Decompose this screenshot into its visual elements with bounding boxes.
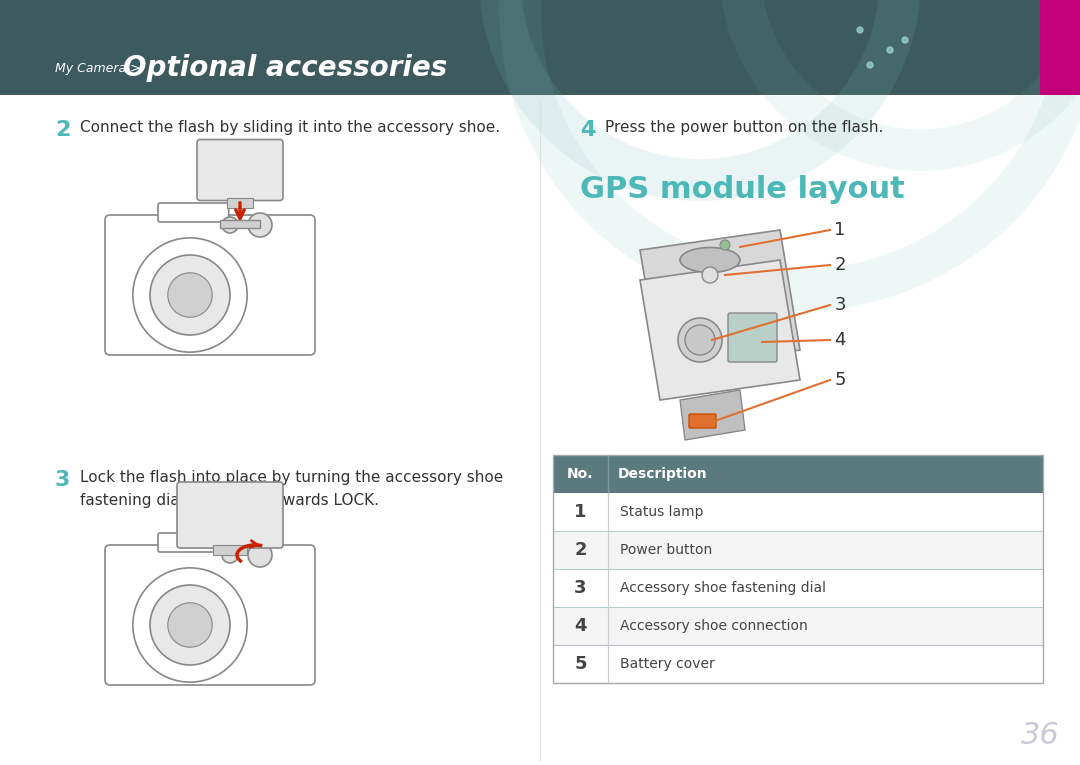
FancyBboxPatch shape — [689, 414, 716, 428]
FancyBboxPatch shape — [105, 215, 315, 355]
Text: 3: 3 — [55, 470, 70, 490]
Text: 36: 36 — [1021, 721, 1059, 750]
Text: 1: 1 — [835, 221, 846, 239]
Circle shape — [867, 62, 873, 68]
Text: 5: 5 — [575, 655, 586, 673]
Bar — [553, 645, 1043, 683]
Text: My Camera >: My Camera > — [55, 61, 145, 74]
Polygon shape — [640, 230, 800, 370]
Text: Accessory shoe connection: Accessory shoe connection — [620, 619, 808, 633]
Circle shape — [678, 318, 723, 362]
Text: 1: 1 — [575, 503, 586, 521]
Bar — [227, 197, 254, 207]
Text: 2: 2 — [575, 541, 586, 559]
Text: Lock the flash into place by turning the accessory shoe: Lock the flash into place by turning the… — [80, 470, 503, 485]
Text: 3: 3 — [575, 579, 586, 597]
FancyBboxPatch shape — [105, 545, 315, 685]
Bar — [553, 607, 1043, 645]
Text: Power button: Power button — [620, 543, 712, 557]
FancyBboxPatch shape — [158, 533, 229, 552]
FancyBboxPatch shape — [197, 139, 283, 200]
Bar — [553, 455, 1043, 683]
Circle shape — [150, 585, 230, 665]
Text: 3: 3 — [834, 296, 846, 314]
FancyBboxPatch shape — [177, 482, 283, 548]
Bar — [214, 545, 246, 555]
Circle shape — [685, 325, 715, 355]
Circle shape — [248, 213, 272, 237]
Text: Status lamp: Status lamp — [620, 505, 703, 519]
Bar — [220, 220, 260, 228]
Circle shape — [858, 27, 863, 33]
Bar — [553, 531, 1043, 569]
Bar — [553, 569, 1043, 607]
Bar — [1040, 0, 1080, 95]
Text: Optional accessories: Optional accessories — [123, 54, 447, 82]
Text: Connect the flash by sliding it into the accessory shoe.: Connect the flash by sliding it into the… — [80, 120, 500, 135]
Polygon shape — [640, 260, 800, 400]
Text: 4: 4 — [834, 331, 846, 349]
Circle shape — [133, 568, 247, 682]
Circle shape — [150, 255, 230, 335]
Bar — [553, 455, 1043, 493]
Circle shape — [702, 267, 718, 283]
Text: Press the power button on the flash.: Press the power button on the flash. — [605, 120, 883, 135]
Circle shape — [887, 47, 893, 53]
Text: 2: 2 — [55, 120, 70, 140]
FancyBboxPatch shape — [158, 203, 229, 222]
Text: No.: No. — [567, 467, 594, 481]
Text: GPS module layout: GPS module layout — [580, 175, 905, 204]
Text: fastening dial clockwise towards LOCK.: fastening dial clockwise towards LOCK. — [80, 493, 379, 508]
Circle shape — [167, 603, 213, 647]
Text: Description: Description — [618, 467, 707, 481]
Circle shape — [222, 217, 238, 233]
FancyBboxPatch shape — [728, 313, 777, 362]
Text: 4: 4 — [575, 617, 586, 635]
Circle shape — [222, 547, 238, 563]
Circle shape — [133, 238, 247, 352]
Text: 4: 4 — [580, 120, 595, 140]
Circle shape — [902, 37, 908, 43]
Circle shape — [248, 543, 272, 567]
Circle shape — [167, 273, 213, 317]
Circle shape — [720, 240, 730, 250]
Text: Battery cover: Battery cover — [620, 657, 715, 671]
Bar — [0, 0, 1080, 95]
Bar — [553, 493, 1043, 531]
Text: Accessory shoe fastening dial: Accessory shoe fastening dial — [620, 581, 826, 595]
Text: 5: 5 — [834, 371, 846, 389]
Polygon shape — [680, 390, 745, 440]
Ellipse shape — [680, 248, 740, 272]
Text: 2: 2 — [834, 256, 846, 274]
